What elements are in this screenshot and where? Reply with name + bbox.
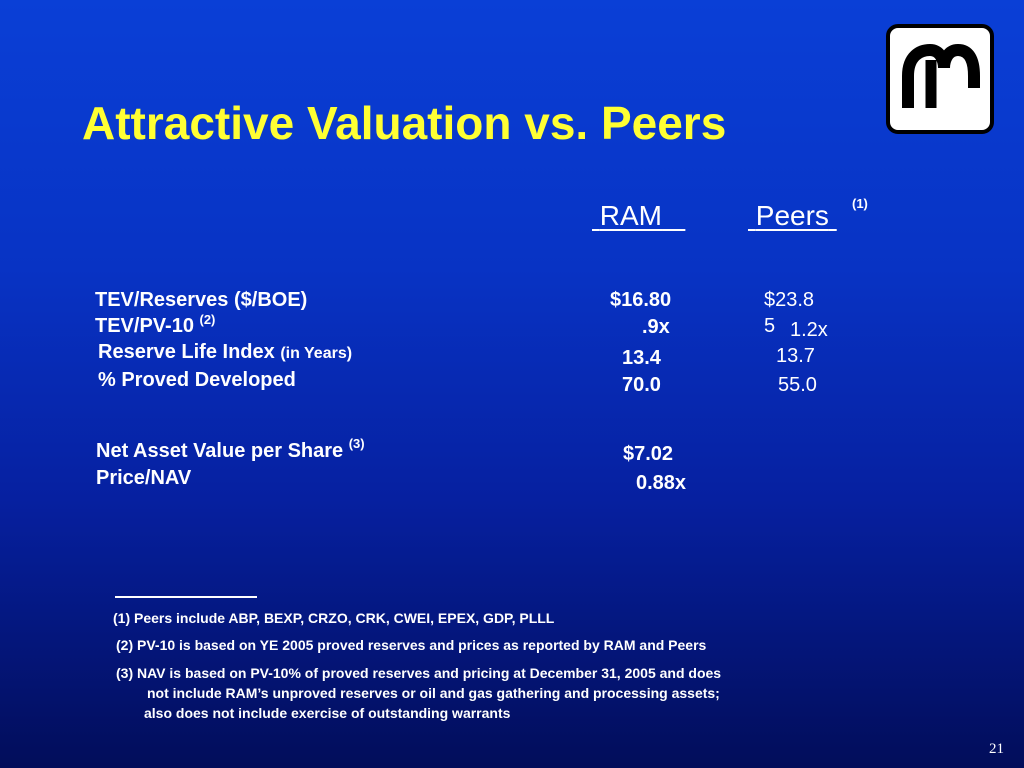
footnote-3-line-2: not include RAM’s unproved reserves or o…: [147, 685, 720, 701]
peers-value-proved-developed: 55.0: [778, 374, 817, 396]
row-label-nav-per-share: Net Asset Value per Share (3): [96, 436, 365, 463]
footnote-2: (2) PV-10 is based on YE 2005 proved res…: [116, 637, 707, 653]
peers-value-reserve-life: 13.7: [776, 345, 815, 367]
peers-value-tev-pv10: 1.2x: [790, 319, 828, 341]
column-header-peers: Peers: [748, 200, 837, 232]
row-label-price-nav: Price/NAV: [96, 467, 192, 489]
peers-header-label: Peers: [755, 200, 829, 231]
ram-value-nav: $7.02: [623, 443, 674, 465]
peers-footnote-ref: (1): [852, 196, 868, 211]
slide-title: Attractive Valuation vs. Peers: [82, 97, 727, 149]
ram-header-label: RAM: [599, 200, 663, 231]
footnote-3-line-3: also does not include exercise of outsta…: [144, 705, 511, 721]
nav-label: Net Asset Value per Share: [96, 440, 344, 462]
footnote-3: (3) NAV is based on PV-10% of proved res…: [116, 665, 722, 681]
company-logo: [886, 24, 994, 134]
ram-value-tev-pv10: .9x: [642, 316, 670, 338]
ram-value-reserve-life: 13.4: [622, 347, 661, 369]
reserve-life-label: Reserve Life Index: [98, 341, 275, 363]
ram-value-price-nav: 0.88x: [636, 472, 687, 494]
row-label-tev-reserves: TEV/Reserves ($/BOE): [95, 289, 308, 311]
footnote-divider: [115, 596, 257, 598]
row-label-tev-pv10: TEV/PV-10 (2): [95, 312, 216, 338]
reserve-life-suffix: (in Years): [280, 345, 353, 362]
page-number: 21: [989, 741, 1004, 757]
tev-pv10-label: TEV/PV-10: [95, 315, 194, 337]
ram-value-tev-reserves: $16.80: [610, 289, 672, 311]
tev-pv10-footnote-ref: (2): [199, 312, 216, 327]
nav-footnote-ref: (3): [348, 436, 365, 451]
ram-horns-logo-icon: [902, 43, 980, 108]
row-label-proved-developed: % Proved Developed: [98, 369, 296, 391]
footnote-1: (1) Peers include ABP, BEXP, CRZO, CRK, …: [113, 610, 555, 626]
ram-value-proved-developed: 70.0: [622, 374, 661, 396]
peers-value-tev-reserves: $23.8: [764, 289, 815, 311]
row-label-reserve-life-index: Reserve Life Index (in Years): [98, 341, 352, 364]
column-header-ram: RAM: [592, 200, 685, 232]
peers-value-tev-reserves-wrap: 5: [764, 315, 776, 337]
